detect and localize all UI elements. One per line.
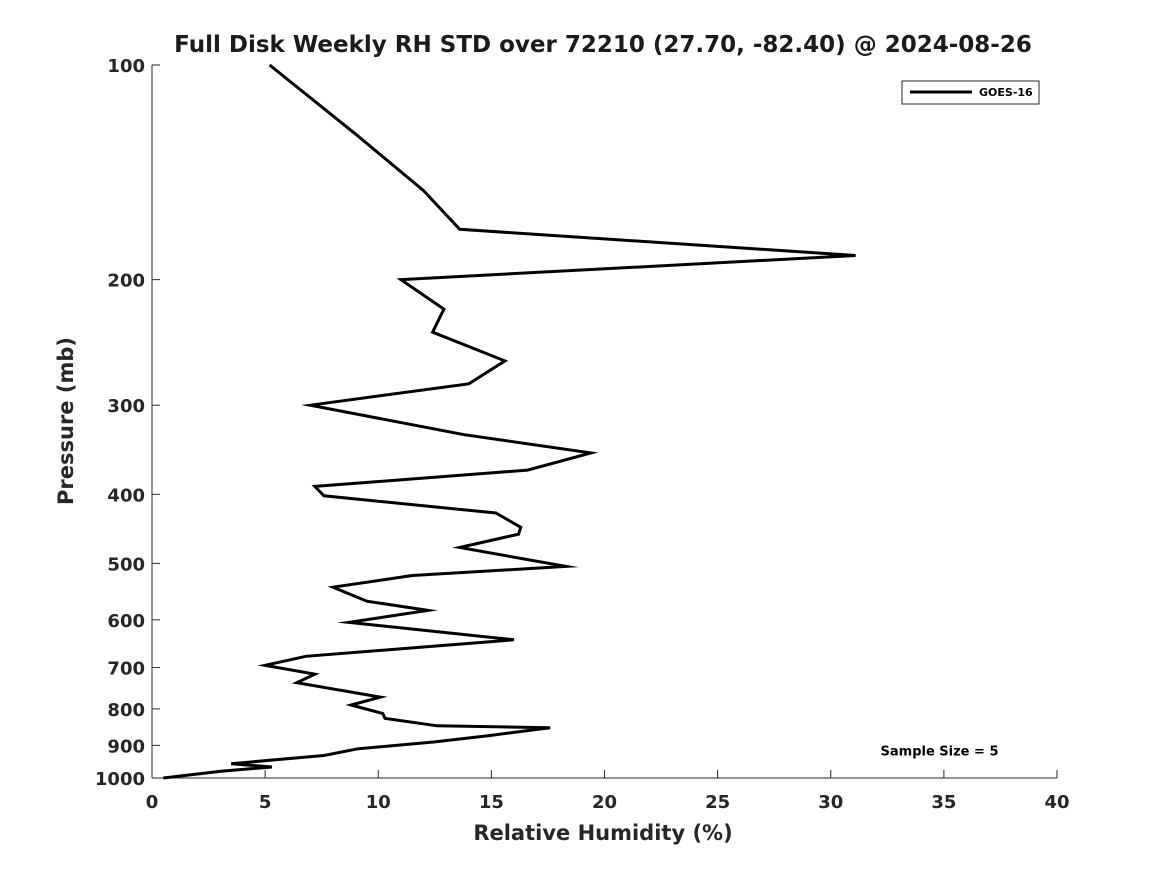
legend: GOES-16	[901, 80, 1040, 105]
x-tick-label: 30	[818, 792, 843, 813]
x-tick-label: 0	[146, 792, 159, 813]
y-tick-label: 300	[107, 396, 145, 417]
x-tick-label: 40	[1044, 792, 1069, 813]
y-tick-label: 400	[107, 485, 145, 506]
sample-size-annotation: Sample Size = 5	[881, 744, 999, 759]
x-tick-label: 35	[931, 792, 956, 813]
y-tick-label: 800	[107, 700, 145, 721]
series-line-0	[163, 63, 856, 780]
x-tick-label: 20	[592, 792, 617, 813]
y-tick-label: 500	[107, 554, 145, 575]
y-tick-label: 600	[107, 611, 145, 632]
x-tick-label: 15	[479, 792, 504, 813]
y-tick-label: 100	[107, 56, 145, 77]
y-tick-label: 200	[107, 271, 145, 292]
y-axis-label: Pressure (mb)	[54, 337, 78, 505]
x-tick-label: 25	[705, 792, 730, 813]
y-tick-label: 700	[107, 659, 145, 680]
x-tick-label: 5	[259, 792, 272, 813]
y-tick-label: 1000	[95, 769, 145, 790]
chart-title: Full Disk Weekly RH STD over 72210 (27.7…	[174, 32, 1032, 58]
axes: 0 5 10 15 20 25 30 35 40 100 200 300 400 500 600 700 800…	[95, 56, 1070, 813]
y-tick-label: 900	[107, 736, 145, 757]
annotations: Sample Size = 5	[881, 744, 999, 759]
x-tick-label: 10	[366, 792, 391, 813]
x-axis-label: Relative Humidity (%)	[473, 821, 732, 845]
legend-entry-label: GOES-16	[979, 86, 1033, 99]
series-layer	[163, 63, 856, 780]
